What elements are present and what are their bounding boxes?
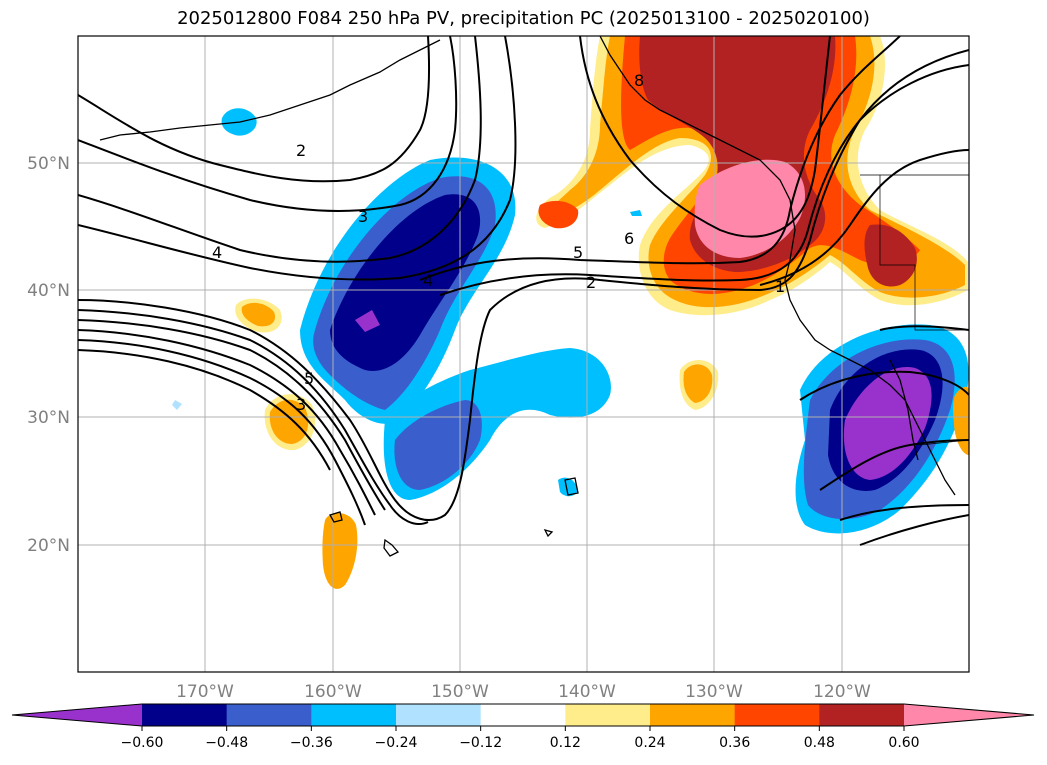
contour-label: 4 bbox=[423, 271, 433, 290]
pv-contours bbox=[78, 36, 969, 546]
colorbar-tick-label: −0.60 bbox=[121, 735, 164, 751]
lon-label-160w: 160°W bbox=[304, 682, 362, 702]
contour-label: 2 bbox=[586, 273, 596, 292]
lat-label-30n: 30°N bbox=[27, 408, 70, 428]
colorbar-tick-label: −0.12 bbox=[459, 735, 502, 751]
latitude-labels: 50°N 40°N 30°N 20°N bbox=[27, 154, 70, 556]
colorbar-segment bbox=[819, 704, 905, 726]
map-area: 2 3 4 5 6 8 2 1 5 3 4 bbox=[78, 36, 969, 672]
contour-labels: 2 3 4 5 6 8 2 1 5 3 4 bbox=[212, 71, 785, 414]
colorbar-segment bbox=[142, 704, 228, 726]
contour-label: 4 bbox=[212, 243, 222, 262]
colorbar-extension-high bbox=[904, 704, 1034, 726]
colorbar-tick-label: 0.48 bbox=[804, 735, 835, 751]
lat-label-50n: 50°N bbox=[27, 154, 70, 174]
colorbar: −0.60 −0.48 −0.36 −0.24 −0.12 0.12 0.24 0.36 0.4… bbox=[11, 703, 1035, 751]
colorbar-segment bbox=[226, 704, 312, 726]
negative-anomaly-shading bbox=[172, 108, 969, 534]
colorbar-segment bbox=[396, 704, 482, 726]
lon-label-150w: 150°W bbox=[431, 682, 489, 702]
contour-label: 5 bbox=[573, 243, 583, 262]
contour-label: 3 bbox=[358, 207, 368, 226]
colorbar-extension-low bbox=[12, 704, 142, 726]
positive-anomaly-shading bbox=[235, 36, 969, 589]
longitude-labels: 170°W 160°W 150°W 140°W 130°W 120°W bbox=[176, 682, 871, 702]
lat-label-20n: 20°N bbox=[27, 536, 70, 556]
lat-label-40n: 40°N bbox=[27, 281, 70, 301]
lon-label-170w: 170°W bbox=[176, 682, 234, 702]
colorbar-tick-label: 0.36 bbox=[719, 735, 750, 751]
contour-label: 5 bbox=[304, 369, 314, 388]
lon-label-120w: 120°W bbox=[813, 682, 871, 702]
colorbar-tick-label: −0.36 bbox=[290, 735, 333, 751]
colorbar-segment bbox=[311, 704, 397, 726]
contour-label: 8 bbox=[634, 71, 644, 90]
contour-label: 2 bbox=[296, 141, 306, 160]
colorbar-segment bbox=[734, 704, 820, 726]
map-frame bbox=[77, 35, 970, 673]
colorbar-segment bbox=[480, 704, 566, 726]
contour-label: 6 bbox=[624, 229, 634, 248]
colorbar-segment bbox=[565, 704, 651, 726]
colorbar-tick-label: 0.12 bbox=[550, 735, 581, 751]
gridlines bbox=[78, 36, 969, 672]
colorbar-tick-label: −0.48 bbox=[205, 735, 248, 751]
lon-label-140w: 140°W bbox=[558, 682, 616, 702]
colorbar-tick-label: 0.60 bbox=[888, 735, 919, 751]
lon-label-130w: 130°W bbox=[685, 682, 743, 702]
colorbar-segment bbox=[650, 704, 736, 726]
coastlines bbox=[99, 36, 956, 557]
colorbar-tick-label: 0.24 bbox=[634, 735, 665, 751]
colorbar-tick-label: −0.24 bbox=[375, 735, 418, 751]
contour-label: 1 bbox=[775, 277, 785, 296]
contour-label: 3 bbox=[296, 395, 306, 414]
chart-title: 2025012800 F084 250 hPa PV, precipitatio… bbox=[177, 8, 870, 29]
